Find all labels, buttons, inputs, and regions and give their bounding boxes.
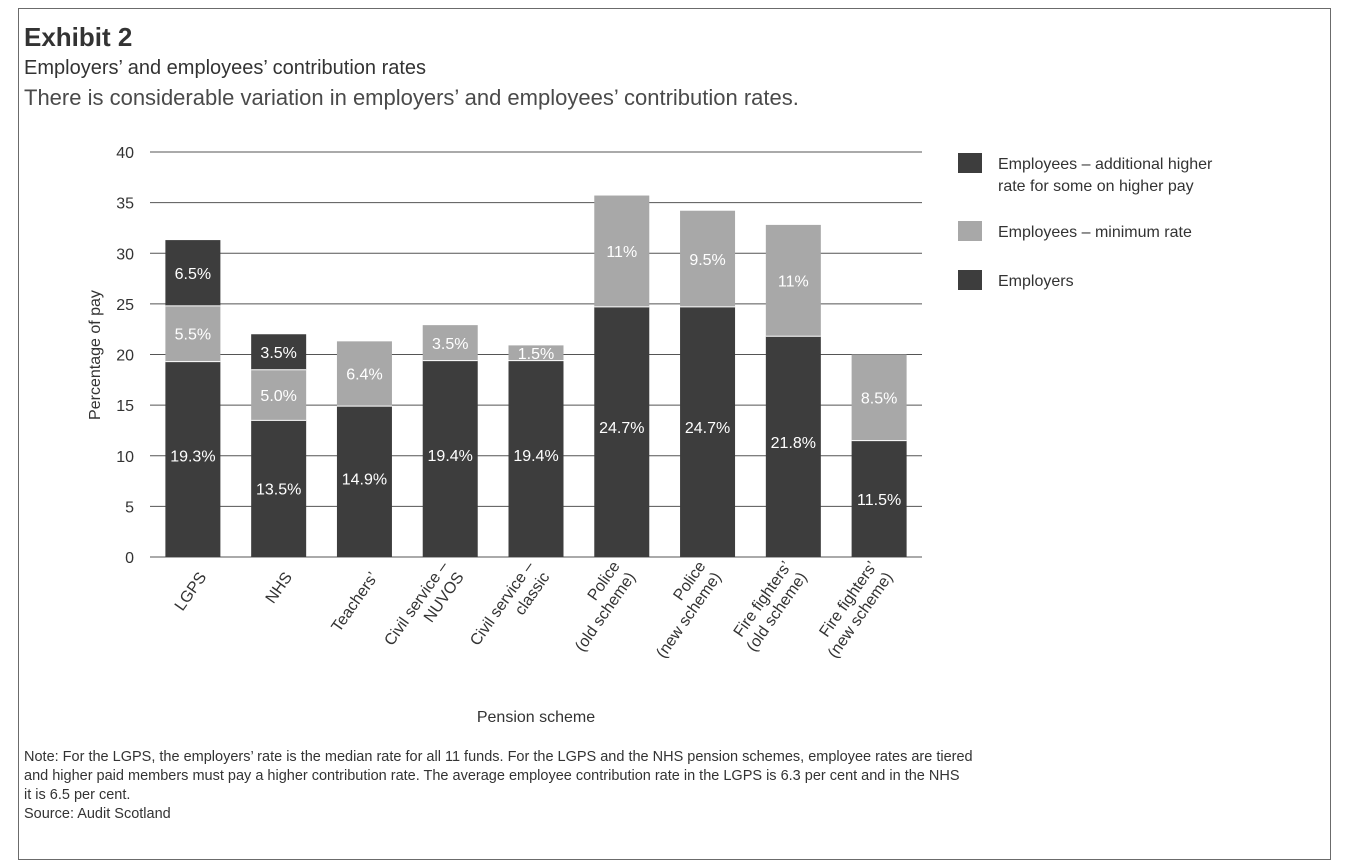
exhibit-number: Exhibit 2 bbox=[24, 22, 133, 52]
bar-segment bbox=[251, 334, 307, 370]
x-tick-label: Civil service –NUVOS bbox=[382, 558, 468, 649]
exhibit-frame bbox=[18, 8, 1331, 860]
x-tick-label: NHS bbox=[263, 569, 296, 606]
x-tick-label-line: LGPS bbox=[172, 569, 210, 614]
data-label: 11% bbox=[778, 274, 809, 291]
note-line-1: Note: For the LGPS, the employers’ rate … bbox=[24, 749, 973, 765]
x-tick-label: Police(old scheme) bbox=[572, 558, 639, 654]
x-axis-label: Pension scheme bbox=[477, 709, 595, 726]
bar-segment bbox=[680, 210, 736, 307]
data-label: 1.5% bbox=[518, 346, 554, 363]
y-tick-label: 10 bbox=[116, 449, 134, 466]
data-label: 6.4% bbox=[346, 367, 382, 384]
x-tick-label: Fire fighters’(new scheme) bbox=[817, 559, 897, 662]
bar-segment bbox=[680, 306, 736, 557]
data-label: 9.5% bbox=[689, 252, 725, 269]
legend-swatch bbox=[958, 221, 982, 241]
data-label: 24.7% bbox=[599, 420, 644, 437]
y-tick-label: 30 bbox=[116, 246, 134, 263]
data-label: 19.3% bbox=[170, 448, 215, 465]
chart-note: Note: For the LGPS, the employers’ rate … bbox=[24, 748, 1284, 824]
data-label: 19.4% bbox=[513, 448, 558, 465]
y-tick-label: 15 bbox=[116, 398, 134, 415]
data-label: 11.5% bbox=[857, 492, 901, 509]
y-tick-label: 20 bbox=[116, 348, 134, 365]
bar-segment bbox=[422, 360, 478, 557]
x-tick-label: Police(new scheme) bbox=[653, 558, 725, 661]
data-label: 24.7% bbox=[685, 420, 730, 437]
data-label: 3.5% bbox=[260, 345, 296, 362]
bar-segment bbox=[765, 224, 821, 337]
data-label: 21.8% bbox=[771, 435, 816, 452]
data-label: 5.0% bbox=[260, 388, 296, 405]
bar-segment bbox=[251, 369, 307, 421]
bar-segment bbox=[508, 345, 564, 361]
legend-label: Employees – minimum rate bbox=[998, 224, 1192, 241]
note-line-3: it is 6.5 per cent. bbox=[24, 787, 131, 803]
y-tick-label: 35 bbox=[116, 196, 134, 213]
legend-swatch bbox=[958, 270, 982, 290]
x-tick-label: Fire fighters’(old scheme) bbox=[731, 559, 811, 655]
bar-segment bbox=[165, 240, 221, 306]
x-tick-label-line: NHS bbox=[263, 569, 296, 606]
bar-segment bbox=[422, 325, 478, 361]
x-tick-label: LGPS bbox=[172, 569, 210, 614]
bar-segment bbox=[851, 440, 907, 557]
bar-segment bbox=[165, 361, 221, 557]
bar-segment bbox=[594, 306, 650, 557]
x-tick-label: Teachers’ bbox=[329, 569, 382, 635]
y-tick-label: 0 bbox=[125, 550, 134, 567]
bar-segment bbox=[336, 406, 392, 557]
data-label: 8.5% bbox=[861, 391, 897, 408]
note-line-2: and higher paid members must pay a highe… bbox=[24, 768, 960, 784]
legend-swatch bbox=[958, 153, 982, 173]
data-label: 13.5% bbox=[256, 482, 301, 499]
bar-segment bbox=[165, 305, 221, 362]
bar-segment bbox=[336, 341, 392, 407]
bar-segment bbox=[765, 336, 821, 557]
data-label: 14.9% bbox=[342, 472, 387, 489]
source-line: Source: Audit Scotland bbox=[24, 806, 171, 822]
data-label: 3.5% bbox=[432, 336, 468, 353]
data-label: 5.5% bbox=[175, 327, 211, 344]
x-tick-label: Civil service –classic bbox=[467, 558, 553, 649]
data-label: 6.5% bbox=[175, 266, 211, 283]
bar-segment bbox=[251, 420, 307, 557]
legend-label: Employees – additional higher bbox=[998, 156, 1213, 173]
y-tick-label: 5 bbox=[125, 499, 134, 516]
y-tick-label: 40 bbox=[116, 145, 134, 162]
x-tick-label-line: Teachers’ bbox=[329, 569, 382, 635]
bar-segment bbox=[851, 354, 907, 441]
bar-segment bbox=[508, 360, 564, 557]
stacked-bar-chart: 0 5 10 15 20 25 30 35 40 Percentage of pay 19.3% 5.… bbox=[87, 145, 1213, 726]
legend-label: rate for some on higher pay bbox=[998, 178, 1194, 195]
bar-segment bbox=[594, 195, 650, 307]
y-axis-label: Percentage of pay bbox=[87, 290, 104, 420]
data-label: 19.4% bbox=[428, 448, 473, 465]
chart-subtitle: There is considerable variation in emplo… bbox=[24, 85, 799, 110]
y-tick-label: 25 bbox=[116, 297, 134, 314]
legend-label: Employers bbox=[998, 273, 1074, 290]
data-label: 11% bbox=[606, 244, 637, 261]
chart-title: Employers’ and employees’ contribution r… bbox=[24, 57, 427, 79]
